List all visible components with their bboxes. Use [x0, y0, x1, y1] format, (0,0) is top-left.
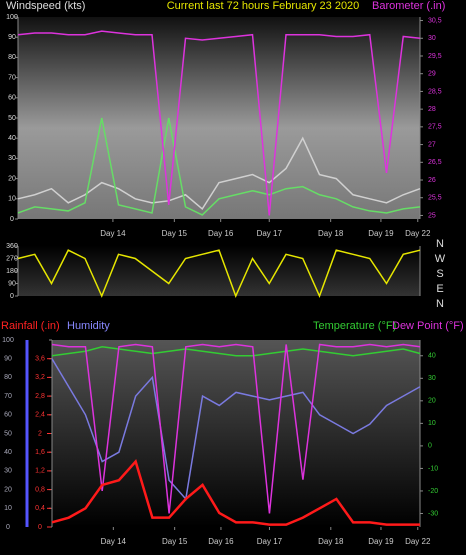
y2-tick-label: 26 — [428, 177, 436, 184]
y2-tick-label: 28 — [428, 106, 436, 113]
x-tick-label: Day 14 — [101, 537, 127, 546]
y-tick-label: 20 — [8, 175, 16, 182]
data-line — [51, 343, 421, 514]
y-tick-label: 90 — [8, 34, 16, 41]
compass-label: S — [436, 268, 443, 280]
y-tick-label: 30 — [4, 468, 12, 475]
data-line — [51, 345, 421, 357]
y-tick-label: 40 — [8, 135, 16, 142]
y2-tick-label: -10 — [428, 465, 438, 472]
y-tick-label: 60 — [4, 412, 12, 419]
y-tick-label: 0 — [10, 216, 14, 223]
y3-tick-label: 3,6 — [35, 356, 45, 363]
axis-title: Windspeed (kts) — [6, 0, 85, 12]
y2-tick-label: 30 — [428, 375, 436, 382]
y-tick-label: 80 — [4, 374, 12, 381]
y2-tick-label: 25,5 — [428, 195, 442, 202]
y2-tick-label: 30,5 — [428, 17, 442, 24]
y-tick-label: 10 — [8, 196, 16, 203]
y-tick-label: 0 — [10, 293, 14, 300]
plot-area — [52, 340, 420, 527]
y-tick-label: 40 — [4, 449, 12, 456]
y2-tick-label: -20 — [428, 488, 438, 495]
axis-title: Temperature (°F) — [313, 320, 396, 332]
compass-label: N — [436, 298, 444, 310]
compass-label: E — [436, 283, 443, 295]
x-tick-label: Day 17 — [257, 537, 283, 546]
y-tick-label: 10 — [4, 505, 12, 512]
compass-label: N — [436, 238, 444, 250]
y2-tick-label: 29 — [428, 71, 436, 78]
y-tick-label: 100 — [2, 337, 14, 344]
x-tick-label: Day 22 — [405, 229, 431, 238]
y2-tick-label: 30 — [428, 35, 436, 42]
x-tick-label: Day 16 — [208, 229, 234, 238]
x-tick-label: Day 19 — [368, 229, 394, 238]
x-tick-label: Day 16 — [208, 537, 234, 546]
y2-tick-label: 20 — [428, 398, 436, 405]
y2-tick-label: 27,5 — [428, 124, 442, 131]
data-line — [17, 117, 421, 216]
axis-title: Rainfall (.in) — [1, 320, 60, 332]
y-tick-label: 70 — [4, 393, 12, 400]
y-tick-label: 90 — [4, 356, 12, 363]
data-line — [17, 249, 421, 298]
y2-tick-label: 40 — [428, 353, 436, 360]
y-tick-label: 80 — [8, 54, 16, 61]
data-line — [17, 136, 421, 211]
y-tick-label: 30 — [8, 155, 16, 162]
x-tick-label: Day 19 — [368, 537, 394, 546]
plot-area — [18, 17, 420, 219]
y-tick-label: 100 — [6, 14, 18, 21]
y3-tick-label: 2 — [38, 430, 42, 437]
x-tick-label: Day 18 — [318, 537, 344, 546]
x-tick-label: Day 15 — [162, 229, 188, 238]
y-tick-label: 20 — [4, 486, 12, 493]
data-line — [51, 459, 420, 526]
y-tick-label: 50 — [4, 430, 12, 437]
y-tick-label: 360 — [6, 243, 18, 250]
compass-label: W — [435, 253, 446, 265]
y3-tick-label: 1,6 — [35, 449, 45, 456]
axis-title: Humidity — [67, 320, 110, 332]
y-tick-label: 60 — [8, 95, 16, 102]
y3-tick-label: 0 — [38, 524, 42, 531]
data-line — [17, 30, 421, 216]
y-tick-label: 0 — [6, 524, 10, 531]
x-tick-label: Day 17 — [257, 229, 283, 238]
y2-tick-label: 10 — [428, 420, 436, 427]
y2-tick-label: 29,5 — [428, 53, 442, 60]
y3-tick-label: 1,2 — [35, 468, 45, 475]
y2-tick-label: 28,5 — [428, 88, 442, 95]
data-line — [51, 358, 421, 501]
axis-title: Current last 72 hours February 23 2020 — [167, 0, 360, 12]
x-tick-label: Day 15 — [162, 537, 188, 546]
y3-tick-label: 2,8 — [35, 393, 45, 400]
y-tick-label: 50 — [8, 115, 16, 122]
y2-tick-label: 0 — [428, 443, 432, 450]
y-tick-label: 70 — [8, 74, 16, 81]
axis-title: Dew Point (°F) — [392, 320, 464, 332]
plot-area — [18, 246, 420, 296]
y2-tick-label: 25 — [428, 212, 436, 219]
y3-tick-label: 0,8 — [35, 486, 45, 493]
y2-tick-label: 26,5 — [428, 159, 442, 166]
x-tick-label: Day 22 — [405, 537, 431, 546]
y2-tick-label: -30 — [428, 510, 438, 517]
axis-title: Barometer (.in) — [372, 0, 445, 12]
y2-tick-label: 27 — [428, 141, 436, 148]
y-tick-label: 90 — [8, 280, 16, 287]
y-tick-label: 180 — [6, 268, 18, 275]
x-tick-label: Day 18 — [318, 229, 344, 238]
y-tick-label: 270 — [6, 255, 18, 262]
y3-tick-label: 3,2 — [35, 374, 45, 381]
y3-tick-label: 2,4 — [35, 412, 45, 419]
x-tick-label: Day 14 — [100, 229, 126, 238]
y3-tick-label: 0,4 — [35, 505, 45, 512]
